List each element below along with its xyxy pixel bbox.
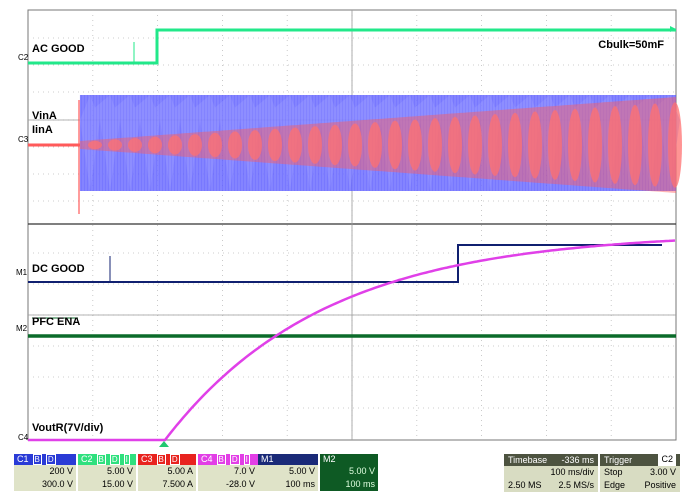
c3-marker[interactable]: C3	[18, 135, 29, 144]
ac-good-label: AC GOOD	[32, 43, 85, 55]
channel-offset: 300.0 V	[14, 478, 76, 491]
vout-trace	[28, 239, 676, 442]
waveform-traces	[28, 26, 682, 447]
cbulk-annotation: Cbulk=50mF	[598, 39, 664, 51]
iin-trace	[28, 97, 682, 214]
m1-marker[interactable]: M1	[16, 268, 28, 277]
pfc-ena-label: PFC ENA	[32, 316, 81, 328]
m2-marker[interactable]: M2	[16, 324, 28, 333]
waveform-display: AC GOOD VinA IinA DC GOOD PFC ENA VoutR(…	[16, 9, 682, 447]
dc-good-trace	[28, 244, 662, 283]
graticule-grid	[27, 9, 677, 441]
c2-marker[interactable]: C2	[18, 53, 29, 62]
trigger-level-marker	[670, 26, 676, 32]
timebase-panel[interactable]: Timebase -336 ms 100 ms/div 2.50 MS 2.5 MS…	[504, 454, 598, 492]
trigger-panel[interactable]: Trigger C2 Stop 3.00 V Edge Positive	[600, 454, 680, 492]
ac-good-trace	[28, 28, 676, 65]
channel-panel-m2[interactable]: M2 5.00 V 100 ms	[320, 454, 378, 492]
channel-name: C1	[17, 454, 29, 464]
iin-label: IinA	[32, 124, 53, 136]
channel-scale: 200 V	[14, 465, 76, 478]
trigger-position-marker	[159, 441, 169, 447]
dc-good-label: DC GOOD	[32, 263, 85, 275]
vin-label: VinA	[32, 110, 57, 122]
c4-marker[interactable]: C4	[18, 433, 29, 442]
channel-panel-m1[interactable]: M1 5.00 V 100 ms	[258, 454, 318, 492]
vout-label: VoutR(7V/div)	[32, 422, 104, 434]
waveform-canvas	[27, 9, 682, 447]
